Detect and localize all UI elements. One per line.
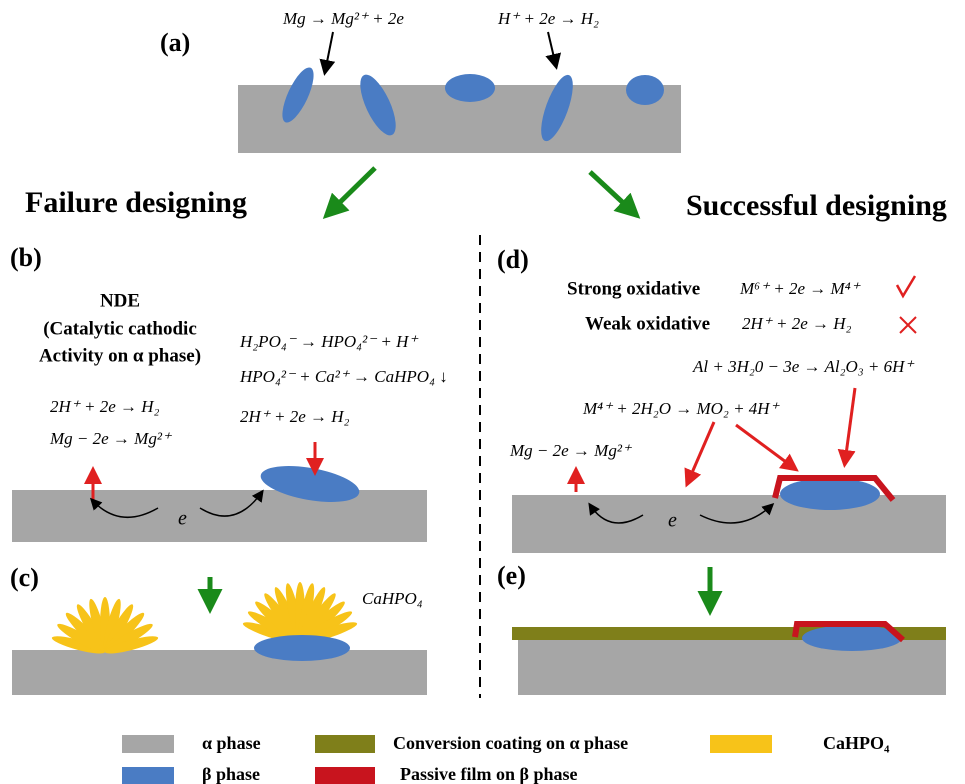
note: Strong oxidative (567, 278, 700, 299)
cross-mark (900, 317, 916, 333)
equation: Mg → Mg²⁺ + 2e (282, 9, 404, 28)
green-arrow (590, 172, 633, 212)
equation: Mg − 2e → Mg²⁺ (509, 441, 633, 460)
equation: HPO₄²⁻ + Ca²⁺ → CaHPO₄ ↓ (239, 367, 448, 386)
green-arrow (330, 168, 375, 212)
electron-label: e (178, 508, 187, 530)
legend-label: β phase (202, 764, 260, 784)
equation: H₂PO₄⁻ → HPO₄²⁻ + H⁺ (239, 332, 419, 351)
equation: 2H⁺ + 2e → H₂ (742, 314, 852, 333)
beta-particle (254, 635, 350, 661)
panel-label: (a) (160, 28, 190, 57)
equation: 2H⁺ + 2e → H₂ (240, 407, 350, 426)
equation: 2H⁺ + 2e → H₂ (50, 397, 160, 416)
legend-swatch (122, 735, 174, 753)
red-arrow (688, 422, 714, 482)
arrow (325, 32, 333, 72)
note: NDE (100, 290, 140, 311)
arrow (548, 32, 556, 66)
legend-swatch (315, 735, 375, 753)
legend-label: CaHPO₄ (823, 733, 890, 753)
note: Weak oxidative (585, 313, 710, 334)
legend-label: Conversion coating on α phase (393, 733, 628, 753)
equation: Al + 3H₂0 − 3e → Al₂O₃ + 6H⁺ (692, 357, 915, 376)
legend-swatch (122, 767, 174, 784)
note: (Catalytic cathodic (43, 318, 197, 339)
red-arrow (736, 425, 794, 468)
legend-swatch (710, 735, 772, 753)
panel-label: (d) (497, 245, 529, 274)
alpha-slab (12, 650, 427, 695)
panel-label: (c) (10, 563, 39, 592)
diagram: (a) Mg → Mg²⁺ + 2e H⁺ + 2e → H₂ Failure … (0, 0, 965, 784)
panel-label: (b) (10, 243, 42, 272)
legend-swatch (315, 767, 375, 784)
check-mark (897, 276, 915, 296)
equation: Mg − 2e → Mg²⁺ (49, 429, 173, 448)
beta-particle (780, 478, 880, 510)
product-label: CaHPO₄ (362, 589, 423, 608)
equation: H⁺ + 2e → H₂ (497, 9, 599, 28)
alpha-slab (512, 495, 946, 553)
legend-label: Passive film on β phase (400, 764, 578, 784)
equation: M⁶⁺ + 2e → M⁴⁺ (739, 279, 862, 298)
legend-label: α phase (202, 733, 261, 753)
heading: Successful designing (686, 189, 947, 222)
red-arrow (845, 388, 855, 462)
heading: Failure designing (25, 186, 247, 219)
panel-label: (e) (497, 561, 526, 590)
electron-label: e (668, 510, 677, 532)
equation: M⁴⁺ + 2H₂O → MO₂ + 4H⁺ (582, 399, 781, 418)
note: Activity on α phase) (39, 345, 201, 366)
